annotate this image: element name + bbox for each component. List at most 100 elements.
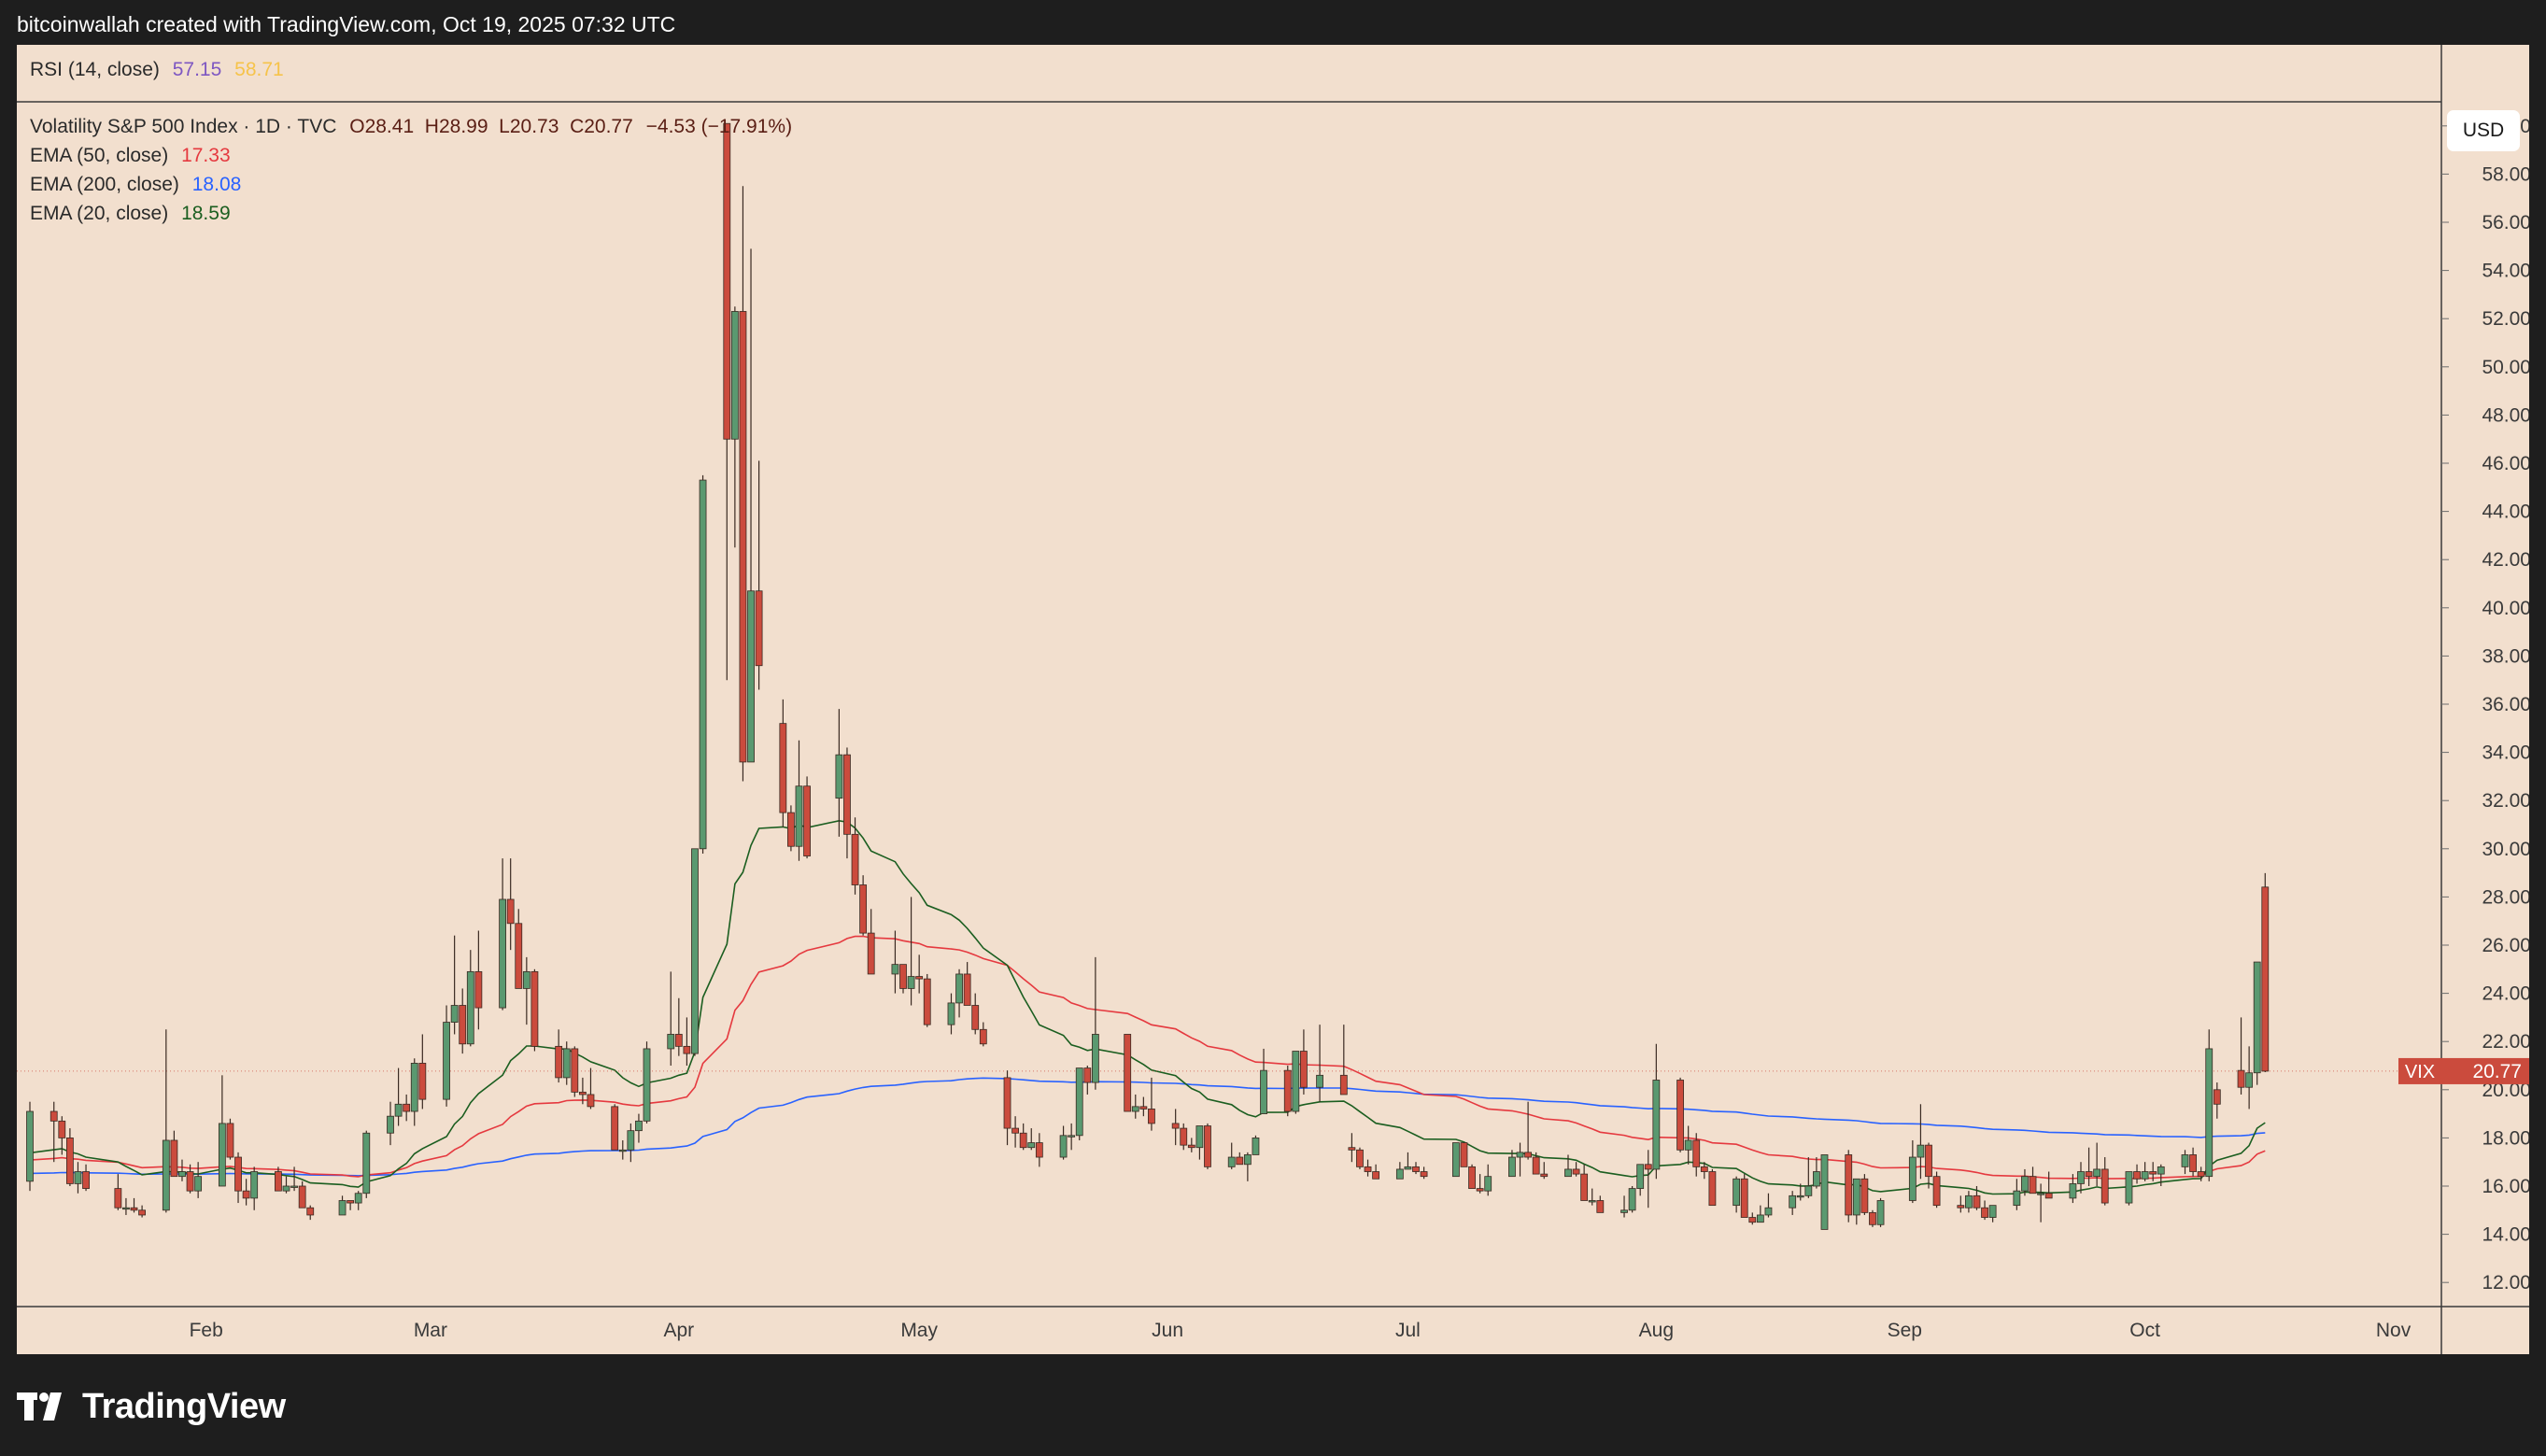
candle <box>122 1197 130 1215</box>
currency-button[interactable]: USD <box>2447 110 2520 151</box>
candle-body <box>1075 1067 1083 1137</box>
candle-body <box>955 973 963 1004</box>
candle-body <box>1596 1200 1605 1213</box>
candle <box>2100 1157 2109 1206</box>
y-tick-label: 18.00 <box>2482 1127 2529 1149</box>
candle-body <box>130 1207 138 1211</box>
tradingview-logo[interactable]: TradingView <box>17 1386 286 1427</box>
candle-body <box>2149 1171 2157 1175</box>
candle-body <box>555 1045 563 1079</box>
candle <box>1003 1070 1011 1146</box>
candle <box>74 1162 82 1194</box>
candle-body <box>1564 1168 1572 1178</box>
candle <box>1083 1066 1092 1095</box>
candle-body <box>522 970 530 989</box>
candle <box>1027 1128 1036 1151</box>
candle-body <box>1484 1176 1492 1192</box>
candle <box>298 1180 306 1209</box>
candle <box>1796 1183 1804 1201</box>
candle-body <box>755 590 763 667</box>
candle-body <box>506 898 515 925</box>
candle-body <box>2029 1176 2037 1194</box>
candle-body <box>1964 1194 1973 1209</box>
candle-body <box>1845 1154 1853 1216</box>
candle <box>1636 1164 1645 1196</box>
candle-body <box>1131 1106 1139 1112</box>
candle <box>2085 1147 2093 1186</box>
candle-body <box>1644 1164 1652 1170</box>
candle <box>1764 1193 1773 1218</box>
candle-body <box>1404 1166 1412 1170</box>
last-price-tag: VIX 20.77 <box>2398 1057 2529 1084</box>
candle <box>1532 1152 1540 1175</box>
candle-body <box>1124 1034 1132 1112</box>
candle-body <box>2261 886 2270 1072</box>
candle-body <box>275 1171 282 1192</box>
candle <box>1068 1123 1076 1151</box>
candle <box>555 1029 563 1083</box>
candle-body <box>1236 1156 1244 1166</box>
candle-body <box>1869 1211 1876 1225</box>
last-price-label: 20.77 <box>2472 1061 2522 1082</box>
rsi-value-2: 58.71 <box>234 59 284 80</box>
ema200-value: 18.08 <box>191 174 242 195</box>
y-tick-label: 26.00 <box>2482 935 2529 956</box>
candle <box>835 709 843 837</box>
candle <box>1981 1200 1988 1221</box>
candle-body <box>851 833 859 885</box>
candle-body <box>443 1022 450 1100</box>
y-tick-label: 14.00 <box>2482 1224 2529 1246</box>
candle-body <box>394 1103 403 1117</box>
y-tick-label: 20.00 <box>2482 1080 2529 1101</box>
candle <box>571 1046 579 1097</box>
candle <box>306 1205 315 1221</box>
y-tick-label: 36.00 <box>2482 694 2529 715</box>
header-credit: bitcoinwallah created with TradingView.c… <box>17 12 676 36</box>
x-tick-label: Mar <box>414 1320 447 1341</box>
candle <box>1019 1123 1027 1151</box>
candle-body <box>1740 1178 1748 1218</box>
candle <box>1820 1154 1829 1230</box>
candle <box>1964 1191 1973 1213</box>
candle-body <box>1925 1144 1932 1178</box>
candle-body <box>562 1048 571 1079</box>
candle-body <box>1988 1205 1997 1218</box>
candle <box>2093 1142 2101 1186</box>
candle-body <box>723 122 731 440</box>
candle-body <box>338 1200 347 1216</box>
candle-body <box>843 754 851 835</box>
candle-body <box>1460 1142 1468 1167</box>
chart-svg[interactable]: 12.00 14.00 16.00 18.00 20.00 22.00 24.00 26.00… <box>17 45 2529 1354</box>
x-tick-label: Jul <box>1395 1320 1421 1341</box>
candle-body <box>2141 1171 2149 1180</box>
candle-body <box>410 1063 418 1112</box>
candle <box>250 1166 259 1210</box>
candle-body <box>1820 1154 1829 1230</box>
candle <box>1236 1152 1244 1166</box>
y-tick-label: 58.00 <box>2482 163 2529 185</box>
candle <box>162 1029 170 1213</box>
candle <box>1852 1178 1860 1225</box>
ema50-legend: EMA (50, close) 17.33 <box>30 145 231 167</box>
candle-body <box>963 973 971 1006</box>
candle-body <box>979 1028 987 1045</box>
candle <box>26 1101 34 1192</box>
candle <box>2029 1166 2037 1194</box>
candle <box>387 1101 394 1146</box>
candle <box>2069 1174 2077 1204</box>
symbol-tag-bg <box>2398 1057 2441 1084</box>
candle <box>58 1116 66 1155</box>
candle <box>723 122 731 681</box>
candle-body <box>1908 1156 1917 1201</box>
main-legend: Volatility S&P 500 Index · 1D · TVC O28.… <box>30 116 792 138</box>
candle-body <box>643 1048 651 1122</box>
candle-body <box>2069 1183 2077 1199</box>
candle-body <box>2245 1072 2254 1088</box>
candle <box>1925 1142 1932 1189</box>
candle <box>1756 1205 1764 1223</box>
chart-area[interactable]: 12.00 14.00 16.00 18.00 20.00 22.00 24.00 26.00… <box>17 45 2529 1354</box>
candle-body <box>1932 1176 1941 1207</box>
candle <box>1139 1096 1148 1117</box>
candle-body <box>2189 1154 2197 1172</box>
candle-body <box>1540 1173 1549 1178</box>
